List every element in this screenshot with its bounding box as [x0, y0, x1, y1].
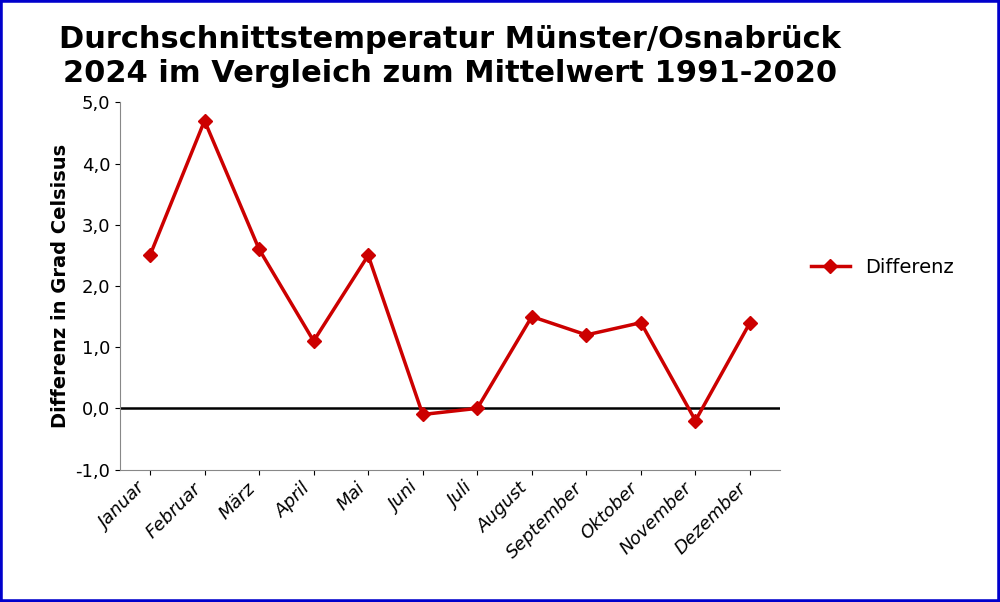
Differenz — [417, 411, 429, 418]
Differenz — [635, 319, 647, 326]
Differenz — [362, 252, 374, 259]
Title: Durchschnittstemperatur Münster/Osnabrück
2024 im Vergleich zum Mittelwert 1991-: Durchschnittstemperatur Münster/Osnabrüc… — [59, 25, 841, 87]
Differenz — [144, 252, 156, 259]
Line: Differenz: Differenz — [145, 116, 755, 426]
Differenz — [744, 319, 756, 326]
Y-axis label: Differenz in Grad Celsisus: Differenz in Grad Celsisus — [51, 144, 70, 428]
Differenz — [526, 313, 538, 320]
Differenz — [471, 405, 483, 412]
Differenz — [199, 117, 211, 125]
Differenz — [689, 417, 701, 424]
Legend: Differenz: Differenz — [803, 250, 962, 285]
Differenz — [308, 337, 320, 344]
Differenz — [580, 331, 592, 338]
Differenz — [253, 246, 265, 253]
